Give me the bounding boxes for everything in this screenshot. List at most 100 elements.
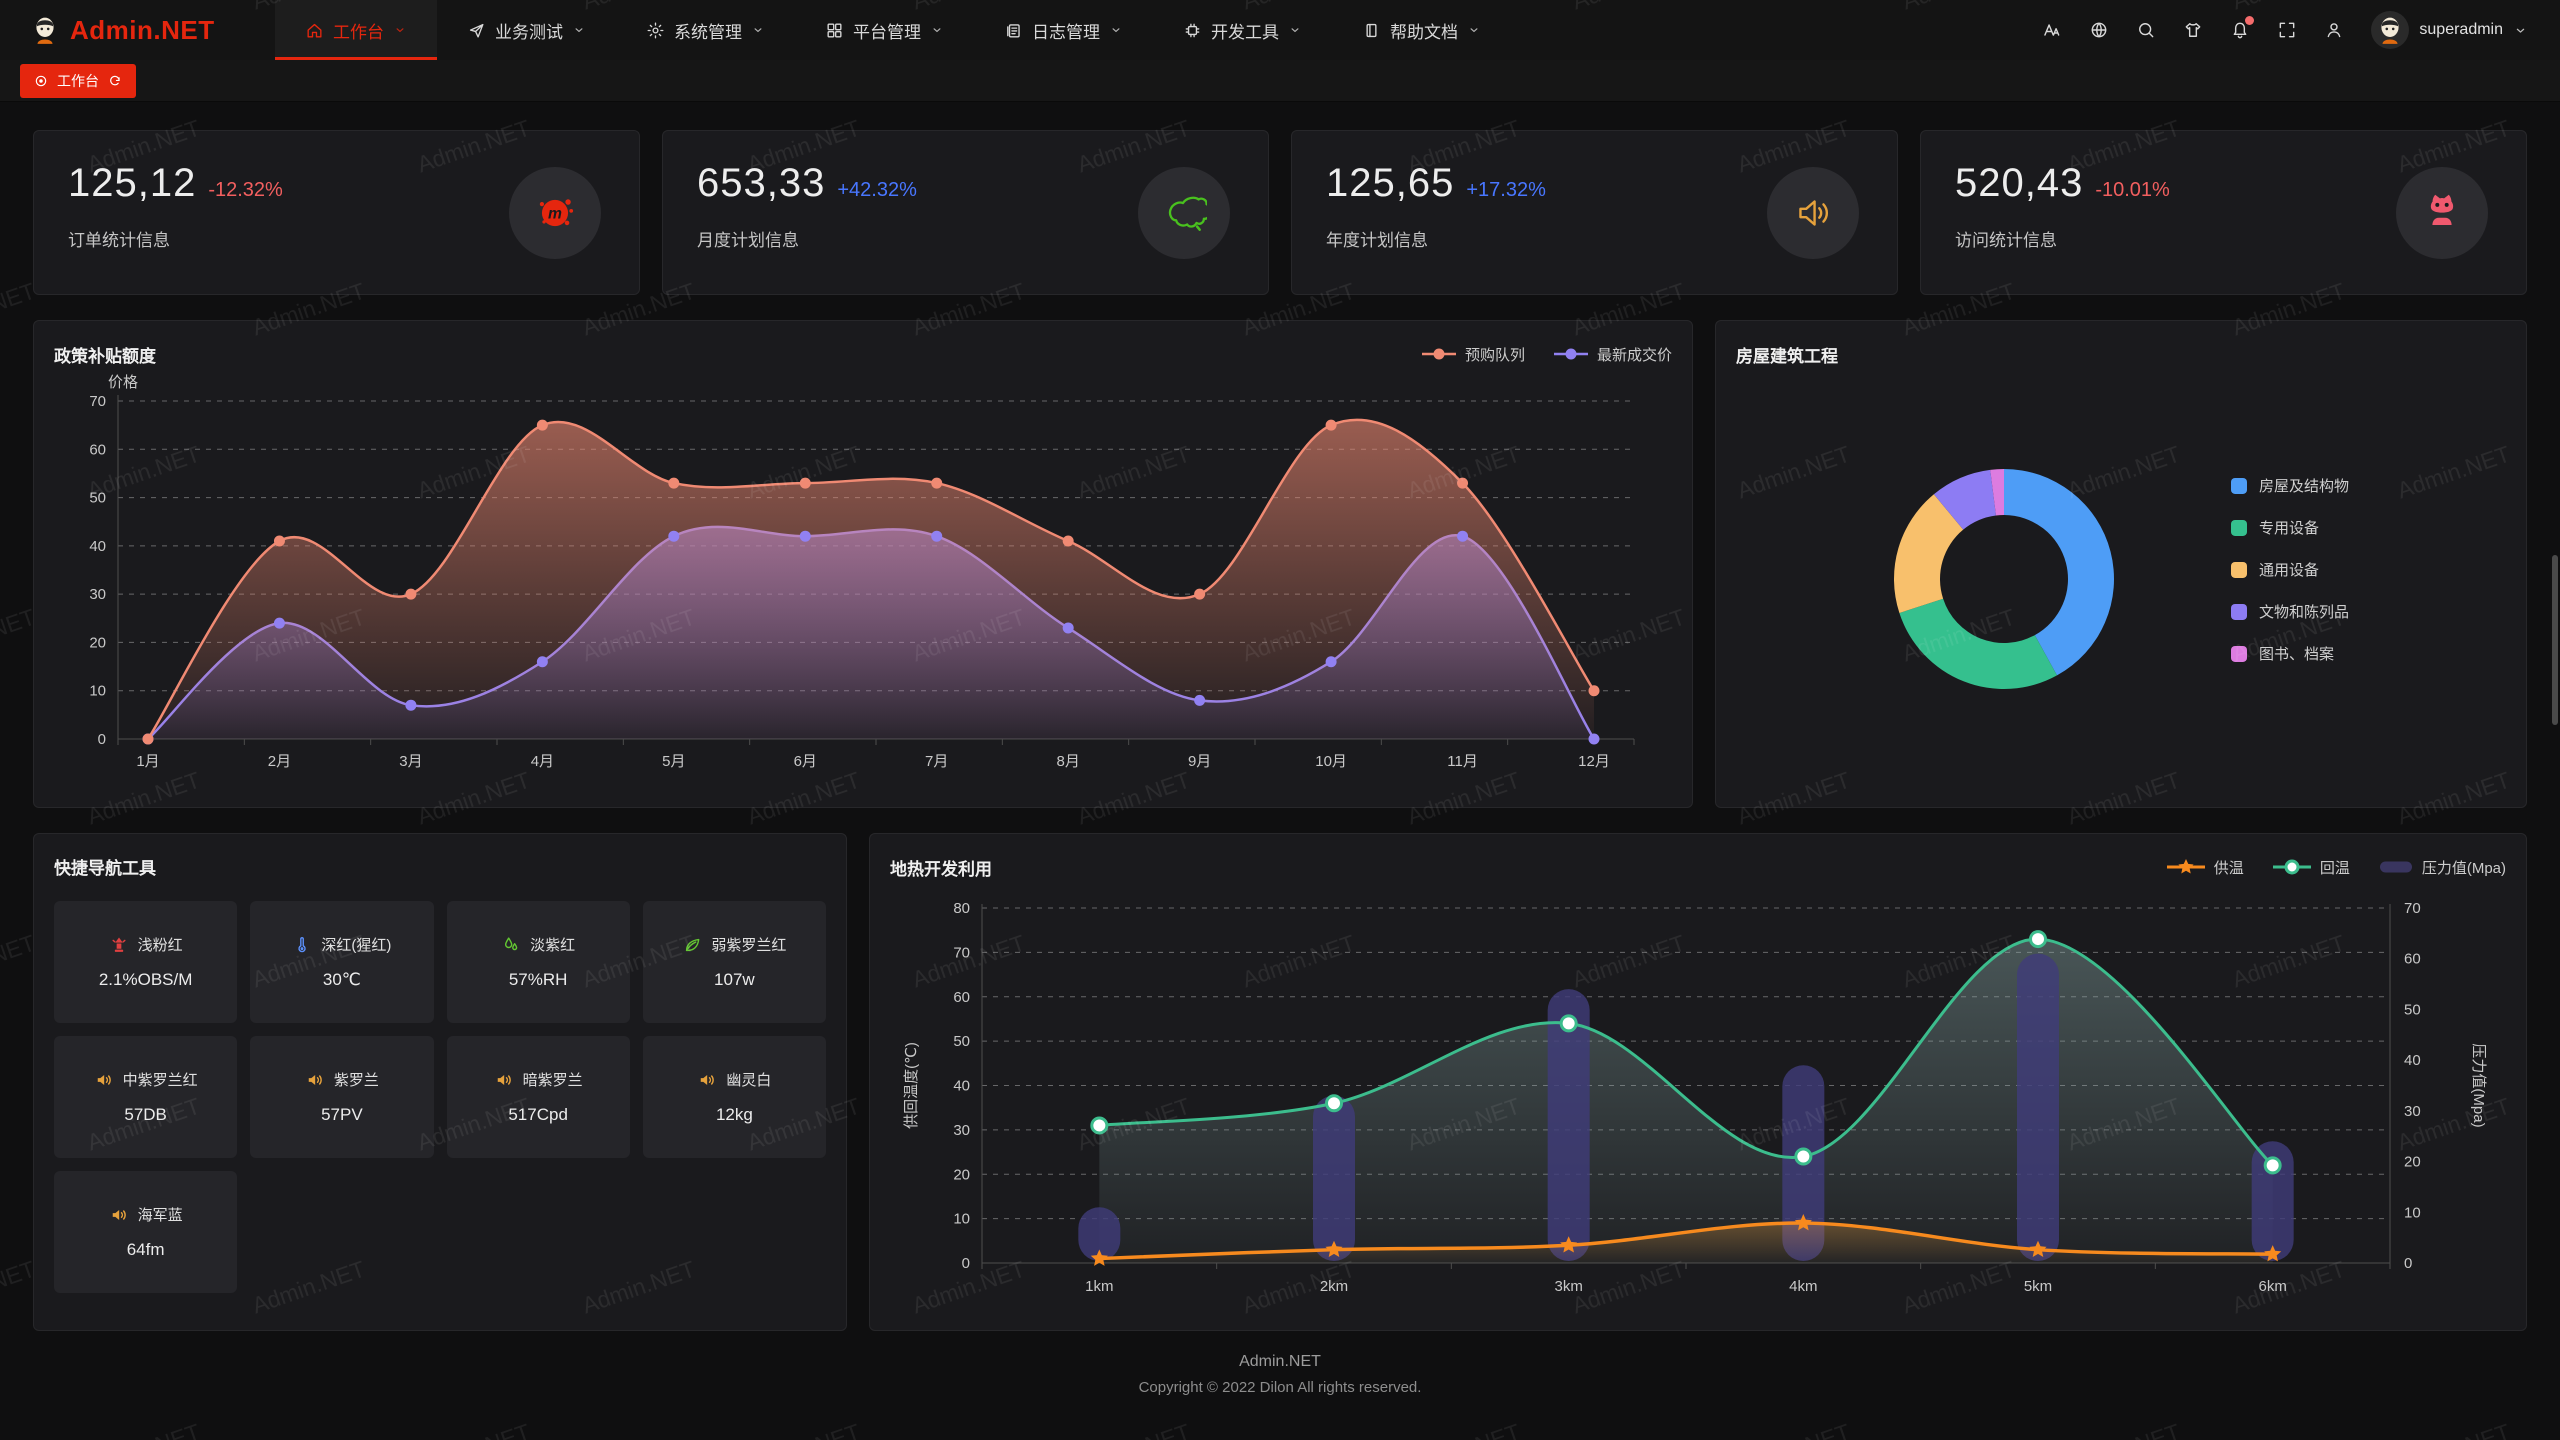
legend-item[interactable]: 预购队列 <box>1421 344 1525 365</box>
shortcut-tile-5[interactable]: 中紫罗兰红 57DB <box>54 1036 238 1158</box>
legend-item[interactable]: 房屋及结构物 <box>2231 475 2349 496</box>
user-menu[interactable]: superadmin <box>2371 11 2528 49</box>
legend-marker <box>2378 859 2414 875</box>
legend-label: 房屋及结构物 <box>2259 477 2350 495</box>
theme-icon[interactable] <box>2183 20 2203 40</box>
legend-item[interactable]: 图书、档案 <box>2231 643 2349 664</box>
legend-item[interactable]: 文物和陈列品 <box>2231 601 2349 622</box>
data-point[interactable] <box>1794 1147 1813 1166</box>
nav-item-workbench[interactable]: 工作台 <box>275 0 437 60</box>
data-point[interactable] <box>668 477 680 489</box>
data-point[interactable] <box>536 419 548 431</box>
data-point[interactable] <box>405 699 417 711</box>
legend-item[interactable]: 压力值(Mpa) <box>2378 857 2506 878</box>
pressure-bar[interactable] <box>1078 1207 1121 1261</box>
main-content: 125,12 -12.32% 订单统计信息 m 653,33 +42.32% 月度计划信息 1… <box>0 102 2560 1396</box>
stats-row: 125,12 -12.32% 订单统计信息 m 653,33 +42.32% 月度计划信息 1… <box>33 130 2527 295</box>
legend-item[interactable]: 专用设备 <box>2231 517 2349 538</box>
data-point[interactable] <box>273 535 285 547</box>
data-point-star[interactable] <box>1560 1236 1578 1253</box>
data-point[interactable] <box>799 477 811 489</box>
legend-swatch <box>2231 477 2247 494</box>
data-point[interactable] <box>799 530 811 542</box>
data-point[interactable] <box>2029 930 2047 949</box>
data-point[interactable] <box>668 530 680 542</box>
legend-item[interactable]: 通用设备 <box>2231 559 2349 580</box>
refresh-icon[interactable] <box>108 74 122 88</box>
notification-icon[interactable] <box>2230 16 2255 40</box>
shortcut-tile-7[interactable]: 暗紫罗兰 517Cpd <box>446 1036 630 1158</box>
data-point[interactable] <box>405 588 417 600</box>
donut-slice[interactable] <box>2004 469 2114 676</box>
data-point[interactable] <box>1588 685 1600 697</box>
data-point[interactable] <box>2263 1156 2282 1175</box>
housing-donut-chart[interactable] <box>1736 367 2216 787</box>
shortcut-tile-1[interactable]: 浅粉红 2.1%OBS/M <box>54 901 238 1023</box>
donut-slice[interactable] <box>1933 469 1996 530</box>
shortcut-name: 暗紫罗兰 <box>522 1072 583 1089</box>
user-manage-icon[interactable] <box>2324 20 2344 40</box>
shortcut-name-row: 紫罗兰 <box>305 1069 379 1090</box>
nav-item-business-test[interactable]: 业务测试 <box>437 0 616 60</box>
data-point[interactable] <box>931 477 943 489</box>
shortcut-tile-3[interactable]: 淡紫红 57%RH <box>446 901 630 1023</box>
shortcut-tile-2[interactable]: 深红(猩红) 30℃ <box>250 901 434 1023</box>
data-point[interactable] <box>536 656 548 668</box>
logo[interactable]: Admin.NET <box>30 0 275 60</box>
shortcut-tile-4[interactable]: 弱紫罗兰红 107w <box>642 901 826 1023</box>
shortcut-tile-8[interactable]: 幽灵白 12kg <box>642 1036 826 1158</box>
legend-item[interactable]: 回温 <box>2272 857 2350 878</box>
footer-app-name: Admin.NET <box>1239 1353 1321 1370</box>
data-point[interactable] <box>1325 656 1337 668</box>
pressure-bar[interactable] <box>1313 1095 1355 1261</box>
donut-slice[interactable] <box>1990 469 2004 516</box>
geothermal-chart[interactable]: 0 10 20 30 40 50 60 70 80 0 10 20 30 40 50 60 70 1km 2km 3k… <box>890 880 2506 1310</box>
data-point[interactable] <box>1457 530 1469 542</box>
header-toolbar: superadmin <box>2042 0 2528 60</box>
svg-text:80: 80 <box>953 900 970 917</box>
donut-slice[interactable] <box>1894 494 1964 613</box>
cat-icon <box>2396 166 2488 259</box>
font-size-icon[interactable] <box>2042 20 2062 40</box>
data-point[interactable] <box>1062 622 1074 634</box>
nav-item-help-docs[interactable]: 帮助文档 <box>1332 0 1511 60</box>
legend-item[interactable]: 最新成交价 <box>1553 344 1672 365</box>
shortcut-name: 浅粉红 <box>137 937 183 954</box>
legend-label: 文物和陈列品 <box>2259 603 2350 621</box>
data-point[interactable] <box>273 617 285 629</box>
data-point[interactable] <box>1062 535 1074 547</box>
nav-item-dev-tools[interactable]: 开发工具 <box>1153 0 1332 60</box>
nav-item-log-management[interactable]: 日志管理 <box>974 0 1153 60</box>
search-icon[interactable] <box>2136 20 2156 40</box>
legend-item[interactable]: 供温 <box>2166 857 2244 878</box>
data-point[interactable] <box>1194 694 1206 706</box>
data-point-star[interactable] <box>2264 1245 2282 1262</box>
data-point-star[interactable] <box>2029 1240 2047 1257</box>
data-point[interactable] <box>931 530 943 542</box>
data-point[interactable] <box>1559 1014 1578 1033</box>
shortcut-tile-9[interactable]: 海军蓝 64fm <box>54 1171 238 1293</box>
nav-item-platform-management[interactable]: 平台管理 <box>795 0 974 60</box>
data-point-star[interactable] <box>1090 1249 1108 1266</box>
data-point[interactable] <box>1457 477 1469 489</box>
language-icon[interactable] <box>2089 20 2109 40</box>
donut-slice[interactable] <box>1899 598 2057 689</box>
pressure-bar[interactable] <box>2017 953 2059 1261</box>
data-point[interactable] <box>142 733 154 745</box>
pressure-bar[interactable] <box>2251 1141 2294 1261</box>
svg-text:7月: 7月 <box>925 753 948 770</box>
data-point[interactable] <box>1194 588 1206 600</box>
tab-workbench[interactable]: 工作台 <box>20 63 136 98</box>
scrollbar[interactable] <box>2552 555 2558 725</box>
data-point[interactable] <box>1325 1094 1343 1113</box>
fullscreen-icon[interactable] <box>2277 20 2297 40</box>
data-point[interactable] <box>1090 1116 1109 1135</box>
data-point-star[interactable] <box>1794 1214 1812 1231</box>
shortcut-tile-6[interactable]: 紫罗兰 57PV <box>250 1036 434 1158</box>
data-point[interactable] <box>1588 733 1600 745</box>
data-point-star[interactable] <box>1325 1240 1343 1257</box>
nav-item-system-management[interactable]: 系统管理 <box>616 0 795 60</box>
data-point[interactable] <box>1325 419 1337 431</box>
pressure-bar[interactable] <box>1547 989 1590 1261</box>
